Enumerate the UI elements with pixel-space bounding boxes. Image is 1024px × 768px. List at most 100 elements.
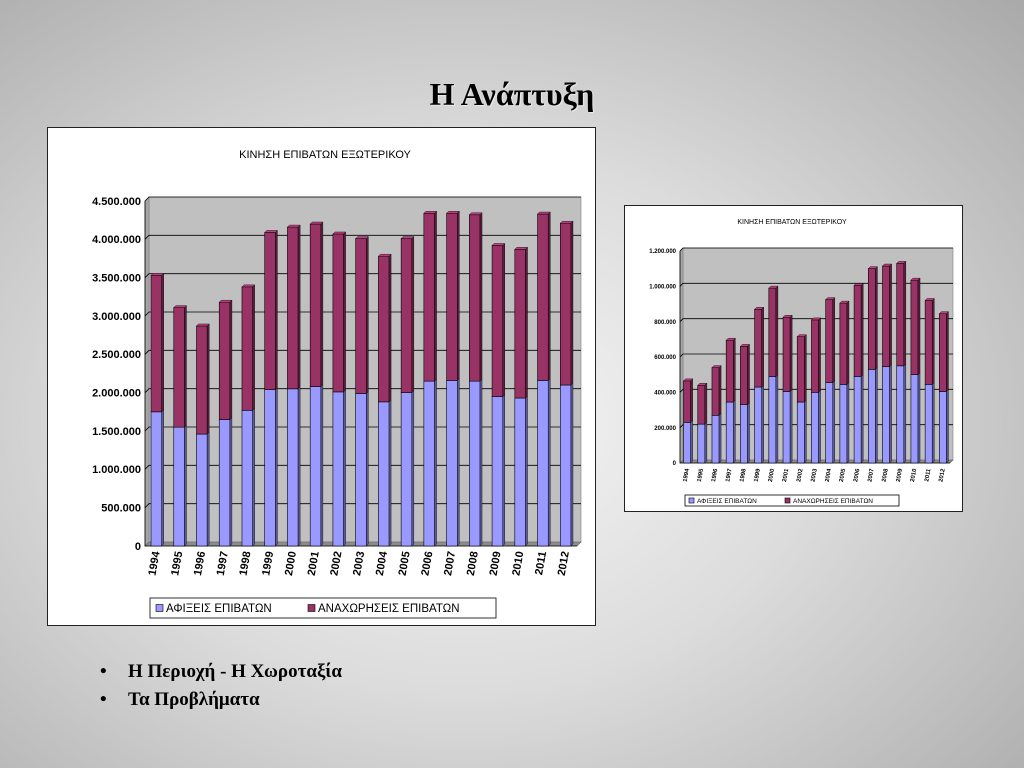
bar-side — [775, 373, 779, 464]
bar-side — [690, 419, 693, 464]
bar-front — [241, 409, 253, 547]
bar-segment-arrivals — [882, 364, 892, 464]
bar-front — [867, 369, 876, 464]
bar-segment-departures — [332, 231, 347, 393]
x-tick-label: 2008 — [882, 468, 890, 483]
main-passenger-chart: ΚΙΝΗΣΗ ΕΠΙΒΑΤΩΝ ΕΞΩΤΕΡΙΚΟΥ 0 500.000 1.000.… — [47, 127, 596, 626]
legend-label: ΑΦΙΞΕΙΣ ΕΠΙΒΑΤΩΝ — [697, 498, 757, 505]
bar-top — [739, 344, 750, 347]
bar-top — [446, 211, 460, 214]
bar-segment-arrivals — [173, 424, 187, 547]
gridline — [144, 426, 581, 432]
bar-segment-departures — [924, 297, 935, 385]
chart-svg: ΚΙΝΗΣΗ ΕΠΙΒΑΤΩΝ ΕΞΩΤΕΡΙΚΟΥ 0 500.000 1.000.… — [92, 149, 582, 619]
bar-front — [241, 286, 253, 411]
bar-side — [804, 399, 807, 464]
bar-segment-departures — [754, 306, 765, 388]
bar-side — [320, 384, 324, 547]
bar-segment-arrivals — [218, 417, 233, 547]
legend: ΑΦΙΞΕΙΣ ΕΠΙΒΑΤΩΝ ΑΝΑΧΩΡΗΣΕΙΣ ΕΠΙΒΑΤΩΝ — [684, 494, 900, 507]
chart-svg: ΚΙΝΗΣΗ ΕΠΙΒΑΤΩΝ ΕΞΩΤΕΡΙΚΟΥ 0 200.000 400.00… — [649, 219, 954, 507]
plot-side-wall — [144, 196, 150, 547]
bar-side — [718, 412, 722, 464]
bar-side — [252, 284, 255, 411]
bar-top — [867, 266, 878, 269]
bar-segment-arrivals — [768, 373, 779, 464]
x-tick-label: 1999 — [260, 550, 276, 576]
bar-segment-arrivals — [711, 412, 722, 464]
bar-side — [297, 386, 301, 547]
bar-front — [782, 316, 791, 392]
bar-segment-arrivals — [287, 386, 301, 547]
bar-side — [457, 210, 460, 381]
bar-front — [537, 213, 549, 381]
bar-side — [548, 377, 551, 547]
x-tick-label: 1996 — [711, 468, 719, 483]
bar-front — [400, 238, 413, 393]
bar-side — [479, 378, 483, 547]
y-tick-label: 500.000 — [101, 503, 141, 515]
bar-side — [846, 300, 850, 385]
legend-label: ΑΝΑΧΩΡΗΣΕΙΣ ΕΠΙΒΑΤΩΝ — [793, 498, 873, 505]
bar-segment-departures — [882, 263, 893, 368]
bar-segment-departures — [739, 343, 750, 406]
bar-front — [754, 309, 763, 388]
x-tick-label: 2002 — [328, 550, 344, 576]
bar-side — [184, 305, 187, 428]
bar-top — [423, 211, 438, 214]
bar-front — [939, 391, 947, 464]
bar-side — [411, 236, 415, 394]
bar-side — [889, 364, 892, 464]
bar-segment-departures — [196, 323, 210, 435]
y-tick-label: 3.000.000 — [92, 311, 141, 323]
bar-side — [206, 323, 210, 435]
bar-front — [882, 265, 890, 368]
bar-side — [275, 229, 278, 391]
bar-top — [924, 298, 935, 301]
bar-top — [196, 323, 210, 327]
slide-title: Η Ανάπτυξη — [429, 76, 595, 112]
bar-side — [789, 388, 793, 464]
bar-front — [839, 384, 848, 464]
bar-front — [469, 214, 481, 382]
bar-side — [704, 421, 708, 464]
bar-side — [229, 417, 233, 547]
bar-front — [683, 422, 691, 464]
bar-side — [761, 306, 764, 388]
bar-side — [832, 297, 835, 384]
bar-front — [939, 313, 947, 392]
bar-front — [910, 374, 919, 464]
bar-front — [491, 245, 504, 397]
x-tick-label: 2006 — [419, 550, 435, 576]
gridline — [144, 311, 581, 317]
bar-side — [860, 282, 864, 377]
bar-front — [725, 339, 734, 403]
bar-top — [264, 230, 278, 233]
bar-top — [683, 378, 694, 382]
x-tick-label: 2006 — [853, 468, 861, 483]
legend-label: ΑΝΑΧΩΡΗΣΕΙΣ ΕΠΙΒΑΤΩΝ — [318, 603, 460, 615]
y-tick-label: 1.500.000 — [92, 426, 141, 438]
bar-front — [853, 376, 862, 464]
bar-top — [218, 299, 233, 303]
bar-side — [229, 299, 233, 420]
legend-swatch-departures — [307, 604, 316, 612]
y-tick-label: 0 — [673, 461, 677, 467]
bar-segment-arrivals — [697, 421, 708, 464]
bar-front — [400, 392, 413, 547]
x-tick-label: 2007 — [442, 550, 458, 576]
bar-segment-arrivals — [423, 378, 437, 547]
gridline — [144, 503, 581, 508]
x-tick-label: 2000 — [283, 550, 299, 576]
bar-segment-departures — [938, 311, 949, 392]
x-tick-label: 2012 — [938, 468, 946, 483]
bar-side — [917, 372, 921, 464]
y-tick-label: 0 — [135, 541, 141, 553]
bar-top — [768, 285, 779, 289]
bar-side — [733, 337, 736, 403]
bar-top — [241, 284, 256, 288]
bar-front — [811, 319, 819, 393]
bar-top — [711, 365, 722, 368]
bar-side — [366, 390, 369, 547]
bar-side — [832, 380, 835, 464]
